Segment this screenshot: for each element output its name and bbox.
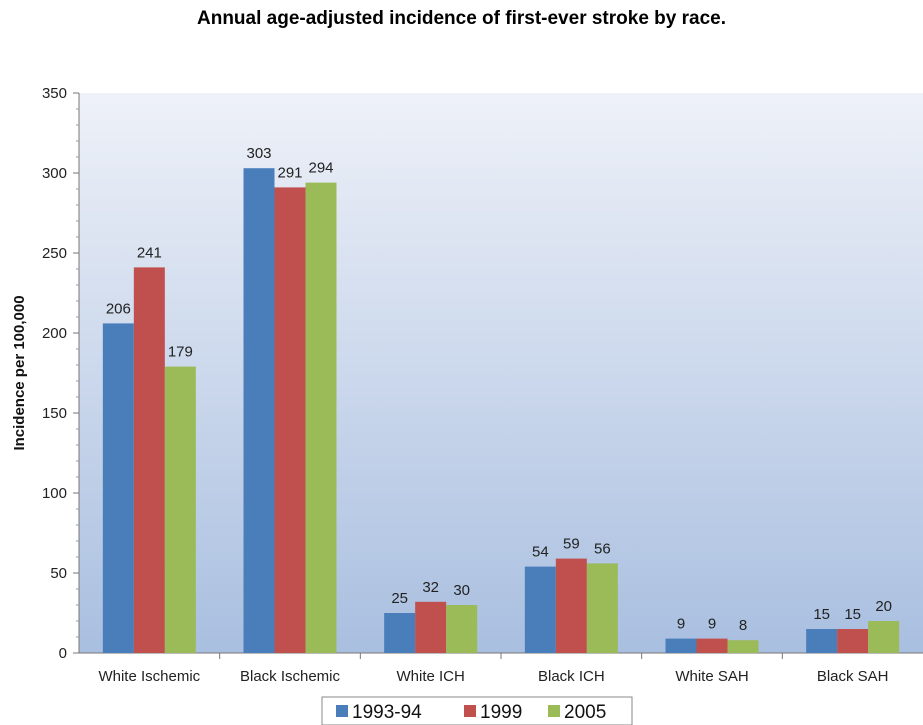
y-tick-label: 150: [42, 405, 67, 422]
x-category-label: White SAH: [675, 668, 748, 685]
bar: [806, 629, 838, 653]
x-category-label: White ICH: [396, 668, 464, 685]
data-label: 241: [137, 244, 162, 261]
legend-swatch: [336, 705, 348, 717]
bar: [133, 267, 165, 653]
bar: [727, 640, 759, 653]
y-tick-label: 200: [42, 325, 67, 342]
x-category-label: Black SAH: [817, 668, 889, 685]
data-label: 56: [594, 540, 611, 557]
data-label: 179: [168, 344, 193, 361]
x-category-label: Black Ischemic: [240, 668, 341, 685]
x-category-label: White Ischemic: [98, 668, 200, 685]
bar: [305, 182, 337, 653]
data-label: 20: [875, 598, 892, 615]
legend: 1993-94 1999 2005: [321, 696, 633, 725]
data-label: 206: [106, 300, 131, 317]
bar: [243, 168, 275, 653]
axes: 0 50 100 150 200 250 300 350 White Ischemic Black…: [42, 85, 923, 685]
bars: [102, 168, 900, 653]
y-tick-label: 250: [42, 245, 67, 262]
bar: [868, 621, 900, 653]
legend-swatch: [548, 705, 560, 717]
data-label: 32: [422, 579, 439, 596]
bar: [102, 323, 134, 653]
bar: [415, 601, 447, 653]
y-tick-label: 100: [42, 485, 67, 502]
data-label: 25: [391, 590, 408, 607]
legend-label: 2005: [564, 702, 606, 723]
y-axis-label: Incidence per 100,000: [11, 295, 28, 450]
chart-title: Annual age-adjusted incidence of first-e…: [197, 8, 726, 29]
y-tick-label: 300: [42, 165, 67, 182]
data-label: 15: [813, 606, 830, 623]
data-label: 291: [277, 164, 302, 181]
x-category-label: Black ICH: [538, 668, 605, 685]
data-label: 9: [708, 616, 716, 633]
bar: [274, 187, 306, 653]
legend-box: [321, 696, 633, 725]
data-label: 15: [844, 606, 861, 623]
legend-swatch: [464, 705, 476, 717]
data-label: 8: [739, 617, 747, 634]
data-label: 303: [246, 145, 271, 162]
plot-area: [79, 93, 923, 653]
bar: [837, 629, 869, 653]
data-label: 9: [677, 616, 685, 633]
y-tick-label: 0: [59, 645, 67, 662]
bar: [586, 563, 618, 653]
bar: [384, 613, 416, 653]
y-tick-label: 350: [42, 85, 67, 102]
data-label: 59: [563, 536, 580, 553]
data-label: 294: [308, 160, 333, 177]
bar: [665, 638, 697, 653]
bar: [555, 558, 587, 653]
bar: [164, 366, 196, 653]
data-label: 30: [453, 582, 470, 599]
bar: [524, 566, 556, 653]
data-labels: 206 241 179 303 291 294 25 32 30 54 59 56 9 9 8 15 15 20: [106, 145, 892, 634]
data-label: 54: [532, 544, 549, 561]
bar: [696, 638, 728, 653]
bar: [446, 605, 478, 653]
legend-label: 1999: [480, 702, 522, 723]
y-tick-label: 50: [50, 565, 67, 582]
legend-label: 1993-94: [352, 702, 422, 723]
